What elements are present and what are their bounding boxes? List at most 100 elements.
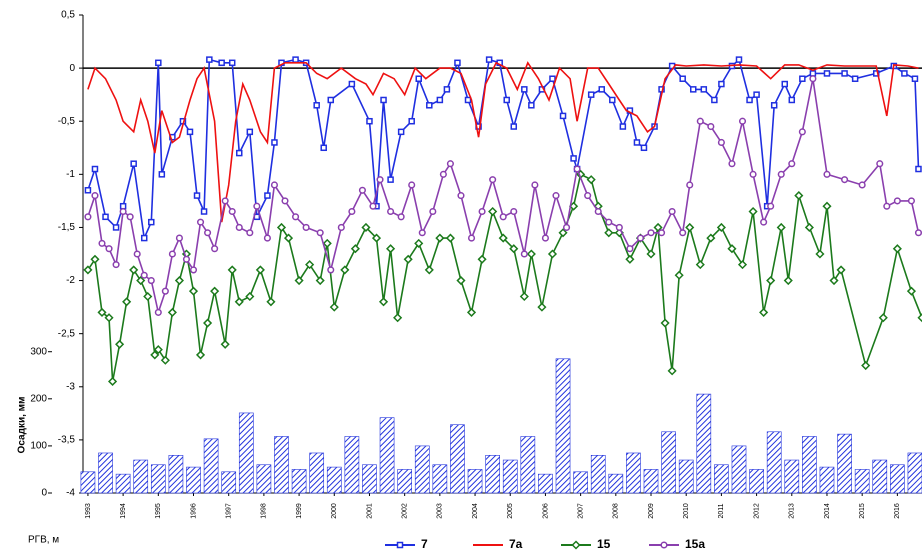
marker: [815, 249, 825, 259]
precip-bar: [608, 473, 624, 494]
marker: [799, 75, 806, 82]
marker: [558, 228, 568, 238]
precip-bar: [115, 473, 131, 494]
marker: [408, 181, 416, 189]
marker: [369, 202, 377, 210]
marker: [679, 75, 686, 82]
marker: [329, 302, 339, 312]
precip-bar: [414, 445, 430, 494]
marker: [253, 202, 261, 210]
y-tick-label: -1: [66, 169, 75, 180]
marker: [161, 287, 169, 295]
legend: 7 7а 15 15а: [385, 537, 705, 551]
marker: [386, 244, 396, 254]
precip-bar: [150, 464, 166, 494]
marker: [667, 366, 677, 376]
marker: [584, 192, 592, 200]
marker: [695, 260, 705, 270]
y-tick-label: 0: [69, 63, 75, 74]
precip-bar: [168, 455, 184, 494]
marker: [794, 191, 804, 201]
y-tick-label: -4: [66, 488, 75, 499]
marker: [203, 318, 213, 328]
series-line: [87, 173, 922, 382]
marker: [90, 254, 100, 264]
y-tick-label: -2,5: [58, 328, 76, 339]
marker: [509, 244, 519, 254]
marker: [674, 270, 684, 280]
marker: [735, 56, 743, 63]
marker: [115, 339, 125, 349]
x-tick-label: 1994: [120, 503, 127, 519]
marker: [182, 255, 191, 263]
precip-bar: [819, 466, 835, 494]
y2-tick-label: 100: [30, 441, 47, 452]
marker: [640, 144, 648, 152]
marker: [836, 265, 846, 275]
precip-bar: [432, 464, 448, 494]
x-tick-label: 2012: [753, 503, 760, 519]
marker: [804, 222, 814, 233]
precip-bar: [784, 459, 800, 494]
marker: [911, 75, 919, 82]
marker: [520, 250, 528, 258]
marker: [270, 181, 278, 189]
marker: [204, 229, 212, 237]
marker: [302, 223, 310, 231]
marker: [245, 291, 255, 302]
precip-bar: [749, 469, 764, 494]
marker: [478, 207, 486, 216]
marker: [105, 245, 113, 253]
marker: [851, 75, 859, 82]
marker: [822, 201, 832, 211]
marker: [378, 297, 389, 307]
marker: [227, 265, 237, 275]
marker: [122, 297, 132, 307]
marker: [573, 165, 581, 173]
y2-tick-label: 300: [30, 346, 47, 357]
marker: [155, 59, 162, 67]
marker: [376, 176, 384, 184]
marker: [294, 275, 304, 286]
marker: [154, 308, 162, 316]
marker: [841, 70, 848, 77]
marker: [464, 96, 472, 104]
marker: [777, 170, 785, 178]
marker: [915, 165, 922, 173]
x-tick-label: 2011: [718, 503, 725, 518]
marker: [823, 70, 831, 77]
marker: [371, 233, 382, 243]
marker: [320, 144, 327, 152]
marker: [788, 160, 796, 168]
marker: [798, 128, 806, 136]
marker: [206, 56, 213, 63]
marker: [361, 222, 371, 233]
marker: [781, 80, 788, 88]
marker: [91, 192, 99, 200]
marker: [510, 207, 518, 216]
marker: [766, 275, 776, 286]
precip-bar: [256, 464, 272, 494]
marker: [210, 286, 220, 296]
marker: [598, 86, 605, 93]
marker: [883, 202, 891, 210]
marker: [220, 339, 230, 349]
marker: [435, 233, 445, 243]
precip-bar: [907, 452, 922, 494]
marker: [255, 265, 265, 275]
marker: [872, 70, 880, 77]
marker: [153, 345, 163, 355]
marker: [126, 213, 134, 221]
marker: [129, 265, 139, 275]
precip-bar: [766, 431, 782, 494]
precip-bar: [485, 455, 500, 494]
precip-bar: [872, 459, 888, 494]
marker: [418, 229, 426, 237]
marker: [770, 102, 778, 109]
marker: [647, 229, 655, 237]
marker: [528, 102, 535, 109]
x-tick-label: 1999: [296, 503, 303, 519]
marker: [84, 187, 92, 194]
precip-bar: [221, 471, 237, 494]
marker: [445, 233, 455, 243]
